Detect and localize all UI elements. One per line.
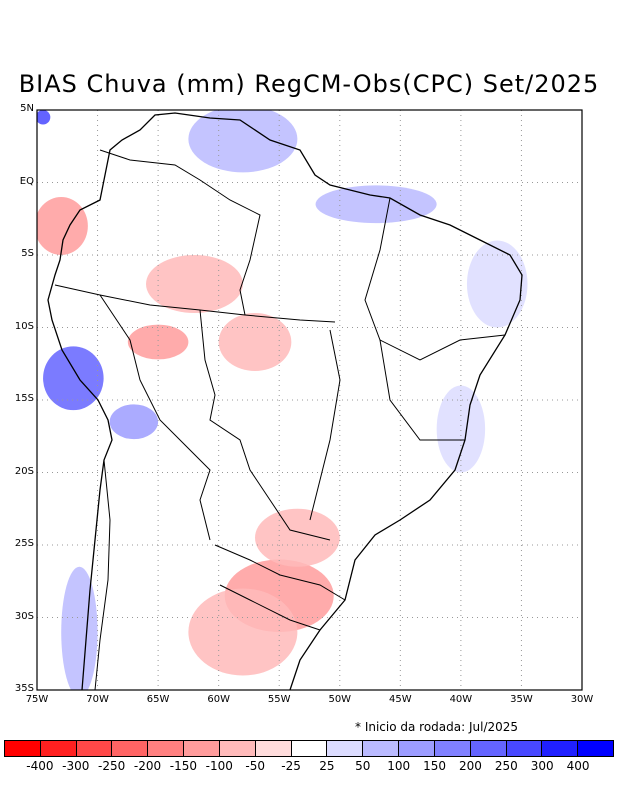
region-red-northwest-peru xyxy=(37,197,88,255)
colorbar-label: -400 xyxy=(26,759,54,773)
lon-tick-label: 65W xyxy=(146,694,170,705)
colorbar-cell xyxy=(148,741,185,756)
colorbar-cell xyxy=(5,741,41,756)
region-red-acre xyxy=(127,324,189,360)
colorbar-cell xyxy=(506,741,543,756)
colorbar-cell xyxy=(219,741,256,756)
colorbar-labels: -400 -300 -250 -200 -150 -100 -50 -25 25 50 100 150… xyxy=(0,759,618,777)
colorbar-cell xyxy=(434,741,471,756)
border-south-2 xyxy=(219,584,321,631)
colorbar-cell xyxy=(399,741,435,756)
lon-tick-label: 70W xyxy=(86,694,109,705)
coastline xyxy=(47,112,523,690)
region-blue-andes xyxy=(43,346,104,411)
region-blue-chile xyxy=(61,566,98,690)
colorbar-label: -250 xyxy=(98,759,126,773)
region-deep-blue-northwest xyxy=(37,110,51,125)
colorbar-label: 400 xyxy=(566,759,590,773)
lat-tick-label: 10S xyxy=(14,320,34,332)
border-interior-1 xyxy=(199,309,331,541)
lon-tick-label: 60W xyxy=(207,694,230,705)
lat-tick-label: 5N xyxy=(20,103,34,114)
border-bolivia xyxy=(99,294,211,541)
colorbar-cell xyxy=(363,741,400,756)
colorbar-label: 250 xyxy=(494,759,518,773)
lon-tick-label: 30W xyxy=(570,694,594,705)
colorbar-cell xyxy=(184,741,220,756)
colorbar-cell xyxy=(76,741,113,756)
lon-tick-label: 50W xyxy=(328,694,352,705)
lat-tick-label: 5S xyxy=(21,248,34,259)
colorbar-cell xyxy=(255,741,292,756)
colorbar-label: 50 xyxy=(355,759,371,773)
colorbar-label: 300 xyxy=(530,759,554,773)
colorbar-cell xyxy=(578,741,614,756)
map-title: BIAS Chuva (mm) RegCM-Obs(CPC) Set/2025 xyxy=(18,70,600,98)
border-interior-5 xyxy=(379,339,465,441)
colorbar xyxy=(4,740,614,757)
lat-tick-label: 15S xyxy=(14,393,34,404)
region-blue-andes-south xyxy=(109,404,159,440)
lat-tick-label: 30S xyxy=(14,610,34,622)
border-argentina-chile xyxy=(94,459,111,690)
colorbar-label: 150 xyxy=(423,759,447,773)
colorbar-cell xyxy=(291,741,328,756)
colorbar-label: -300 xyxy=(62,759,90,773)
colorbar-label: -25 xyxy=(281,759,301,773)
lon-tick-label: 35W xyxy=(510,694,533,705)
colorbar-cell xyxy=(542,741,579,756)
lon-tick-label: 55W xyxy=(267,694,291,705)
colorbar-cell xyxy=(40,741,77,756)
lat-tick-label: 35S xyxy=(14,683,34,694)
border-south-1 xyxy=(214,544,346,601)
lat-tick-label: 25S xyxy=(14,538,34,549)
region-blue-para-coast xyxy=(315,185,437,224)
colorbar-label: 200 xyxy=(459,759,482,773)
region-blue-east-coast xyxy=(436,385,486,473)
colorbar-label: -100 xyxy=(205,759,233,773)
border-interior-3 xyxy=(309,329,341,521)
colorbar-label: 25 xyxy=(319,759,335,773)
lat-tick-label: 20S xyxy=(14,465,34,477)
lat-tick-label: EQ xyxy=(19,175,34,187)
colorbar-cell xyxy=(112,741,149,756)
colorbar-label: -50 xyxy=(245,759,265,773)
region-red-argentina xyxy=(188,588,298,676)
colorbar-cell xyxy=(470,741,507,756)
region-red-parana xyxy=(255,508,340,567)
colorbar-label: -150 xyxy=(169,759,198,773)
colorbar-cell xyxy=(327,741,364,756)
lon-tick-label: 40W xyxy=(449,694,473,705)
colorbar-label: -200 xyxy=(133,759,162,773)
lon-tick-label: 75W xyxy=(25,694,49,705)
region-blue-guyana xyxy=(188,110,298,173)
colorbar-label: 100 xyxy=(387,759,411,773)
plot-frame xyxy=(36,109,583,691)
region-blue-northeast xyxy=(466,240,528,328)
lon-tick-label: 45W xyxy=(389,694,412,705)
region-red-rondonia xyxy=(218,313,292,371)
run-info: * Inicio da rodada: Jul/2025 xyxy=(355,720,519,734)
border-interior-2 xyxy=(99,149,261,316)
region-red-central-amazon xyxy=(146,255,243,313)
